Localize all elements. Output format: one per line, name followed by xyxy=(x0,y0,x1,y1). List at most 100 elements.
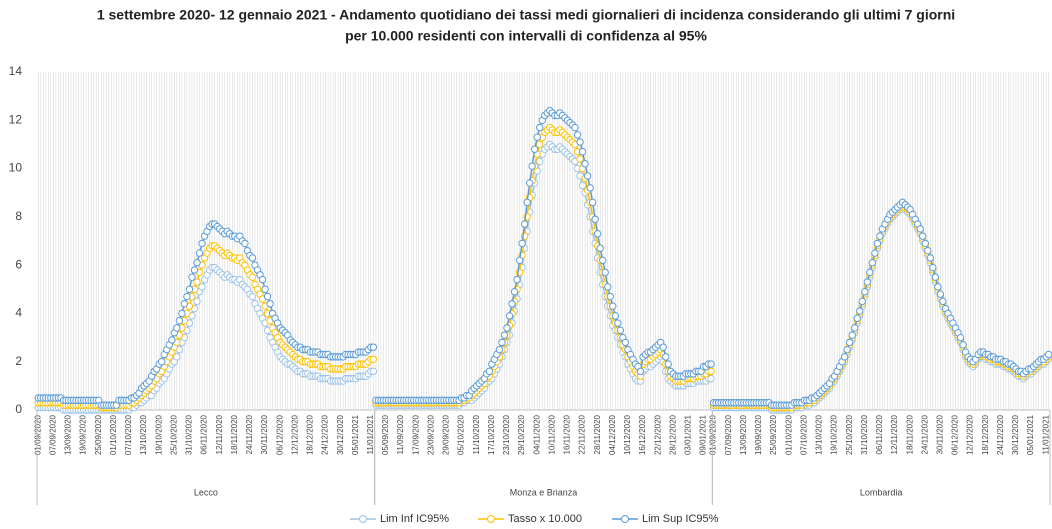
y-tick-label: 6 xyxy=(15,257,22,271)
point xyxy=(495,345,504,354)
point xyxy=(926,254,935,262)
point xyxy=(863,278,872,286)
x-tick-label: 19/10/2020 xyxy=(830,414,839,455)
point xyxy=(868,259,877,267)
point xyxy=(369,367,378,376)
point xyxy=(175,316,184,325)
point xyxy=(662,353,670,361)
point xyxy=(576,138,584,146)
point xyxy=(578,181,587,190)
x-tick-label: 05/10/2020 xyxy=(457,414,466,455)
point xyxy=(369,355,378,363)
x-tick-label: 05/09/2020 xyxy=(381,414,390,455)
point xyxy=(178,309,186,318)
point xyxy=(510,288,519,296)
point xyxy=(939,297,947,306)
point xyxy=(571,123,579,132)
x-tick-label: 31/10/2020 xyxy=(860,414,869,455)
x-tick-label: 29/09/2020 xyxy=(442,414,451,455)
x-tick-label: 23/10/2020 xyxy=(502,414,511,455)
point xyxy=(609,302,617,310)
group-label: Lombardia xyxy=(860,487,903,497)
x-tick-label: 05/01/2021 xyxy=(1026,414,1035,455)
point xyxy=(530,145,539,153)
grid xyxy=(37,72,1050,410)
x-tick-label: 04/12/2020 xyxy=(608,414,617,455)
point xyxy=(173,324,181,332)
x-tick-label: 12/12/2020 xyxy=(966,414,975,455)
x-tick-label: 01/10/2020 xyxy=(109,414,118,455)
x-tick-label: 11/09/2020 xyxy=(396,414,405,454)
x-tick-label: 07/09/2020 xyxy=(48,414,57,455)
point xyxy=(936,290,945,298)
point xyxy=(843,345,851,354)
x-tick-label: 31/10/2020 xyxy=(185,414,194,455)
point xyxy=(840,353,849,361)
legend-swatch xyxy=(359,515,367,523)
point xyxy=(515,256,524,265)
point xyxy=(924,246,932,255)
point xyxy=(858,297,866,306)
point xyxy=(180,300,189,308)
x-tick-label: 16/11/2020 xyxy=(563,414,572,454)
x-tick-label: 04/11/2020 xyxy=(532,414,541,454)
point xyxy=(518,239,526,248)
x-tick-label: 11/10/2020 xyxy=(472,414,481,454)
x-tick-label: 11/01/2021 xyxy=(1041,414,1050,454)
point xyxy=(931,273,940,281)
point xyxy=(158,358,166,366)
point xyxy=(664,360,672,368)
x-tick-label: 07/09/2020 xyxy=(724,414,733,455)
point xyxy=(581,160,589,168)
point xyxy=(871,249,879,257)
point xyxy=(513,275,521,284)
point xyxy=(707,360,715,368)
point xyxy=(369,343,378,351)
x-tick-label: 05/01/2021 xyxy=(351,414,360,455)
point xyxy=(485,367,494,376)
point xyxy=(934,283,942,291)
point xyxy=(508,300,516,308)
legend-label: Lim Sup IC95% xyxy=(642,513,719,525)
point xyxy=(500,331,509,339)
point xyxy=(173,353,181,361)
point xyxy=(248,273,257,281)
x-tick-label: 12/11/2020 xyxy=(890,414,899,454)
point xyxy=(1045,350,1052,359)
point xyxy=(614,319,622,327)
x-tick-label: 25/10/2020 xyxy=(845,414,854,455)
x-tick-label: 24/11/2020 xyxy=(920,414,929,454)
x-tick-label: 30/11/2020 xyxy=(935,414,944,454)
x-tick-label: 13/10/2020 xyxy=(815,414,824,455)
x-tick-label: 24/12/2020 xyxy=(996,414,1005,455)
point xyxy=(606,292,614,301)
point xyxy=(193,297,201,306)
point xyxy=(921,239,929,248)
legend-swatch xyxy=(487,515,495,523)
x-tick-label: 06/12/2020 xyxy=(951,414,960,455)
point xyxy=(536,157,544,166)
point xyxy=(659,343,667,351)
x-tick-label: 01/09/2020 xyxy=(33,414,42,455)
point xyxy=(616,326,625,335)
point xyxy=(533,133,541,141)
point xyxy=(591,215,599,223)
point xyxy=(856,307,864,315)
x-tick-label: 19/09/2020 xyxy=(754,414,763,455)
point xyxy=(185,285,194,293)
x-tick-label: 10/11/2020 xyxy=(547,414,556,454)
point xyxy=(261,285,269,293)
x-tick-label: 01/10/2020 xyxy=(784,414,793,455)
x-tick-label: 19/09/2020 xyxy=(79,414,88,455)
point xyxy=(188,273,196,281)
point xyxy=(195,249,204,257)
point xyxy=(520,220,529,228)
x-tick-label: 09/01/2021 xyxy=(699,414,708,455)
point xyxy=(573,131,582,139)
y-tick-label: 8 xyxy=(15,209,22,223)
point xyxy=(576,155,584,163)
x-tick-label: 17/09/2020 xyxy=(411,414,420,455)
y-tick-label: 2 xyxy=(15,354,22,368)
x-tick-label: 13/09/2020 xyxy=(64,414,73,455)
